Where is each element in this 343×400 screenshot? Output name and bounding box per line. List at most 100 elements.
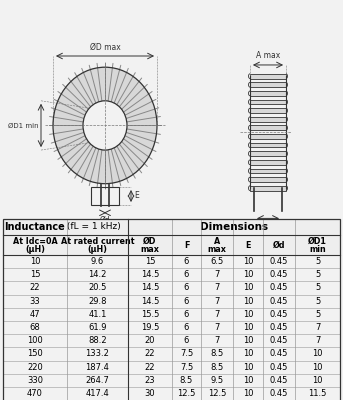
Text: 6: 6 <box>184 297 189 306</box>
Bar <box>250 168 286 173</box>
Text: E: E <box>134 192 139 200</box>
Text: 7: 7 <box>214 297 220 306</box>
Bar <box>3 235 340 255</box>
Text: 33: 33 <box>29 297 40 306</box>
Text: 5: 5 <box>315 257 320 266</box>
Text: 15.5: 15.5 <box>141 310 159 319</box>
Text: 61.9: 61.9 <box>88 323 107 332</box>
Text: 68: 68 <box>29 323 40 332</box>
Text: 100: 100 <box>27 336 43 345</box>
Text: 41.1: 41.1 <box>88 310 107 319</box>
Text: A: A <box>214 236 220 246</box>
Text: 23: 23 <box>145 376 155 385</box>
Text: (μH): (μH) <box>87 244 107 254</box>
Text: 11.5: 11.5 <box>308 389 327 398</box>
Text: 22: 22 <box>145 350 155 358</box>
Bar <box>250 74 286 78</box>
Text: 0.45: 0.45 <box>270 310 288 319</box>
Text: ØD1: ØD1 <box>308 236 327 246</box>
Text: 30: 30 <box>145 389 155 398</box>
Text: 12.5: 12.5 <box>208 389 226 398</box>
Text: 10: 10 <box>243 323 253 332</box>
Text: 47: 47 <box>30 310 40 319</box>
Text: 10: 10 <box>243 350 253 358</box>
Text: 14.5: 14.5 <box>141 270 159 279</box>
Text: 0.45: 0.45 <box>270 363 288 372</box>
Text: 0.45: 0.45 <box>270 270 288 279</box>
Text: 0.45: 0.45 <box>270 336 288 345</box>
Text: 10: 10 <box>312 376 323 385</box>
Text: 10: 10 <box>243 270 253 279</box>
Text: 470: 470 <box>27 389 43 398</box>
Bar <box>250 186 286 190</box>
Text: 12.5: 12.5 <box>177 389 196 398</box>
Bar <box>3 219 340 235</box>
Text: 10: 10 <box>243 257 253 266</box>
Text: 6: 6 <box>184 336 189 345</box>
Text: 6.5: 6.5 <box>210 257 224 266</box>
Bar <box>91 187 119 205</box>
Text: 7: 7 <box>214 323 220 332</box>
Text: 10: 10 <box>243 310 253 319</box>
Text: min: min <box>309 244 326 254</box>
Text: (μH): (μH) <box>25 244 45 254</box>
Text: 15: 15 <box>30 270 40 279</box>
Circle shape <box>83 101 127 150</box>
Text: 264.7: 264.7 <box>85 376 109 385</box>
Text: (fL = 1 kHz): (fL = 1 kHz) <box>64 222 121 232</box>
Text: 150: 150 <box>27 350 43 358</box>
Text: 5: 5 <box>315 310 320 319</box>
Text: 7: 7 <box>315 336 320 345</box>
Text: 7: 7 <box>214 310 220 319</box>
Bar <box>250 143 286 148</box>
Text: 14.2: 14.2 <box>88 270 107 279</box>
Text: 10: 10 <box>30 257 40 266</box>
Text: 22: 22 <box>30 284 40 292</box>
Text: 0.45: 0.45 <box>270 284 288 292</box>
Text: 19.5: 19.5 <box>141 323 159 332</box>
Text: max: max <box>141 244 159 254</box>
Text: 14.5: 14.5 <box>141 297 159 306</box>
Text: 7: 7 <box>214 270 220 279</box>
Text: 10: 10 <box>243 363 253 372</box>
Text: 14.5: 14.5 <box>141 284 159 292</box>
Text: Ød: Ød <box>99 216 110 225</box>
Text: 0.45: 0.45 <box>270 389 288 398</box>
Text: Ød: Ød <box>273 240 285 250</box>
Bar <box>250 177 286 182</box>
Bar <box>250 82 286 87</box>
Text: 330: 330 <box>27 376 43 385</box>
Text: 6: 6 <box>184 323 189 332</box>
Text: 8.5: 8.5 <box>210 350 224 358</box>
Text: 10: 10 <box>243 297 253 306</box>
Text: 10: 10 <box>312 350 323 358</box>
Text: E: E <box>245 240 251 250</box>
Bar <box>250 151 286 156</box>
Text: 7: 7 <box>214 336 220 345</box>
Text: 6: 6 <box>184 310 189 319</box>
Text: At Idc=0A: At Idc=0A <box>13 236 57 246</box>
Text: F: F <box>266 222 270 231</box>
Text: 5: 5 <box>315 270 320 279</box>
Bar <box>250 100 286 104</box>
Text: 8.5: 8.5 <box>180 376 193 385</box>
Text: ØD: ØD <box>143 236 157 246</box>
Text: F: F <box>184 240 189 250</box>
Text: 20.5: 20.5 <box>88 284 107 292</box>
Text: 8.5: 8.5 <box>210 363 224 372</box>
Circle shape <box>53 67 157 184</box>
Text: 417.4: 417.4 <box>86 389 109 398</box>
Text: 9.6: 9.6 <box>91 257 104 266</box>
Text: 0.45: 0.45 <box>270 376 288 385</box>
Bar <box>250 108 286 113</box>
Text: 220: 220 <box>27 363 43 372</box>
Text: A max: A max <box>256 52 280 60</box>
Text: Dimensions: Dimensions <box>200 222 268 232</box>
Text: 5: 5 <box>315 284 320 292</box>
Text: 6: 6 <box>184 284 189 292</box>
Text: 0.45: 0.45 <box>270 323 288 332</box>
Text: 7.5: 7.5 <box>180 350 193 358</box>
Text: 10: 10 <box>243 376 253 385</box>
Text: 9.5: 9.5 <box>211 376 224 385</box>
Text: 10: 10 <box>243 336 253 345</box>
